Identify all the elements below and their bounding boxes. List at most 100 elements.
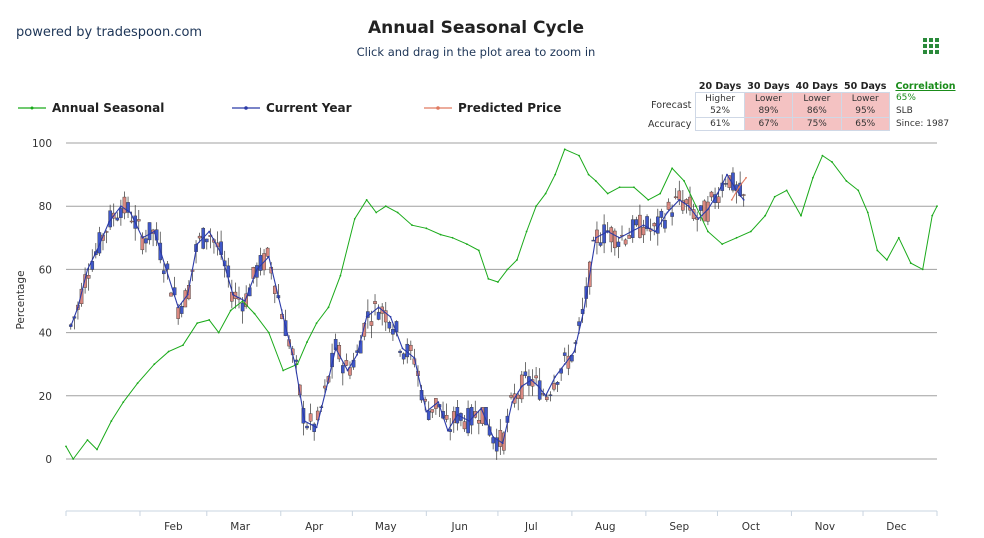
stats-header-40: 40 Days bbox=[795, 80, 839, 92]
data-point bbox=[72, 458, 75, 460]
stats-header-20: 20 Days bbox=[698, 80, 742, 92]
legend-label-annual-seasonal: Annual Seasonal bbox=[52, 101, 165, 115]
candle-body bbox=[491, 437, 495, 444]
candle-body bbox=[702, 200, 707, 222]
candle bbox=[494, 428, 499, 460]
candle bbox=[459, 412, 463, 427]
candle bbox=[477, 410, 481, 435]
candle bbox=[426, 401, 431, 421]
data-point bbox=[730, 198, 733, 201]
grid-menu-icon[interactable] bbox=[923, 38, 939, 54]
data-point bbox=[659, 192, 662, 195]
candle bbox=[555, 381, 560, 392]
symbol-label: SLB bbox=[895, 105, 913, 116]
y-axis-title: Percentage bbox=[15, 270, 27, 329]
data-point bbox=[921, 268, 924, 271]
data-point bbox=[773, 195, 776, 198]
data-point bbox=[315, 322, 318, 325]
data-point bbox=[177, 306, 180, 309]
forecast-50-pct: 95% bbox=[840, 105, 890, 118]
data-point bbox=[721, 243, 724, 246]
forecast-label: Forecast bbox=[651, 99, 692, 111]
candle bbox=[305, 422, 309, 431]
data-point bbox=[327, 306, 330, 309]
data-point bbox=[346, 369, 349, 372]
x-tick-label: Sep bbox=[669, 521, 689, 533]
candle-body bbox=[179, 306, 184, 314]
candle-body bbox=[187, 285, 191, 300]
correlation-link[interactable]: Correlation bbox=[895, 80, 956, 92]
candle bbox=[613, 228, 617, 256]
chart-title: Annual Seasonal Cycle bbox=[367, 18, 585, 38]
data-point bbox=[315, 426, 318, 429]
candle bbox=[609, 225, 614, 253]
candle-body bbox=[523, 371, 528, 376]
data-point bbox=[578, 154, 580, 157]
candle-body bbox=[383, 310, 388, 323]
data-point bbox=[465, 243, 468, 246]
data-point bbox=[296, 363, 299, 366]
candle-body bbox=[462, 421, 467, 430]
chart-subtitle: Click and drag in the plot area to zoom … bbox=[356, 45, 596, 59]
candle bbox=[136, 209, 141, 230]
data-point bbox=[876, 249, 879, 252]
candle bbox=[369, 310, 374, 339]
candle-body bbox=[126, 202, 130, 213]
candle-body bbox=[140, 236, 145, 251]
legend-item-predicted-price[interactable]: Predicted Price bbox=[424, 100, 561, 116]
candle-body bbox=[548, 394, 553, 396]
data-point bbox=[456, 413, 459, 416]
candle bbox=[119, 199, 123, 226]
candle-body bbox=[448, 429, 452, 432]
data-point bbox=[707, 230, 709, 233]
data-point bbox=[339, 274, 342, 277]
candle-body bbox=[477, 420, 481, 424]
candle bbox=[591, 236, 596, 242]
since-label: Since: 1987 bbox=[895, 118, 950, 129]
candle bbox=[545, 393, 549, 402]
candle bbox=[144, 229, 148, 253]
candle bbox=[502, 431, 506, 455]
candle bbox=[255, 262, 259, 287]
data-point bbox=[356, 353, 359, 356]
candle-body bbox=[308, 413, 313, 422]
candle-body bbox=[706, 201, 710, 222]
candle-body bbox=[90, 261, 95, 270]
data-point bbox=[742, 198, 745, 201]
legend-item-current-year[interactable]: Current Year bbox=[232, 100, 352, 116]
data-point bbox=[411, 224, 413, 227]
candle bbox=[444, 403, 449, 423]
candle-body bbox=[677, 190, 682, 200]
data-point bbox=[153, 230, 156, 233]
forecast-stats-table: 20 Days 30 Days 40 Days 50 Days Correlat… bbox=[645, 80, 959, 131]
y-tick-label: 20 bbox=[39, 391, 52, 403]
accuracy-label: Accuracy bbox=[648, 118, 692, 130]
candle-body bbox=[115, 217, 120, 221]
annual-seasonal-line bbox=[65, 148, 938, 460]
data-point bbox=[606, 192, 609, 195]
candle bbox=[179, 303, 184, 318]
candle-body bbox=[294, 359, 299, 362]
forecast-40-pct: 86% bbox=[792, 105, 842, 118]
candle-body bbox=[709, 191, 714, 198]
data-point bbox=[182, 344, 184, 347]
data-point bbox=[325, 388, 328, 391]
candle-body bbox=[713, 194, 717, 204]
candle-body bbox=[494, 437, 499, 452]
data-point bbox=[220, 252, 223, 255]
candle bbox=[516, 391, 521, 411]
data-point bbox=[697, 217, 700, 220]
data-point bbox=[86, 268, 89, 271]
data-point bbox=[334, 347, 337, 350]
candle bbox=[523, 362, 528, 379]
candle-body bbox=[79, 288, 84, 305]
legend-item-annual-seasonal[interactable]: Annual Seasonal bbox=[18, 100, 164, 116]
data-point bbox=[885, 259, 888, 261]
candle bbox=[620, 225, 624, 241]
candle-body bbox=[391, 329, 395, 335]
candle-body bbox=[545, 396, 549, 400]
data-point bbox=[425, 227, 428, 230]
data-point bbox=[544, 192, 547, 195]
candle-body bbox=[258, 255, 263, 271]
